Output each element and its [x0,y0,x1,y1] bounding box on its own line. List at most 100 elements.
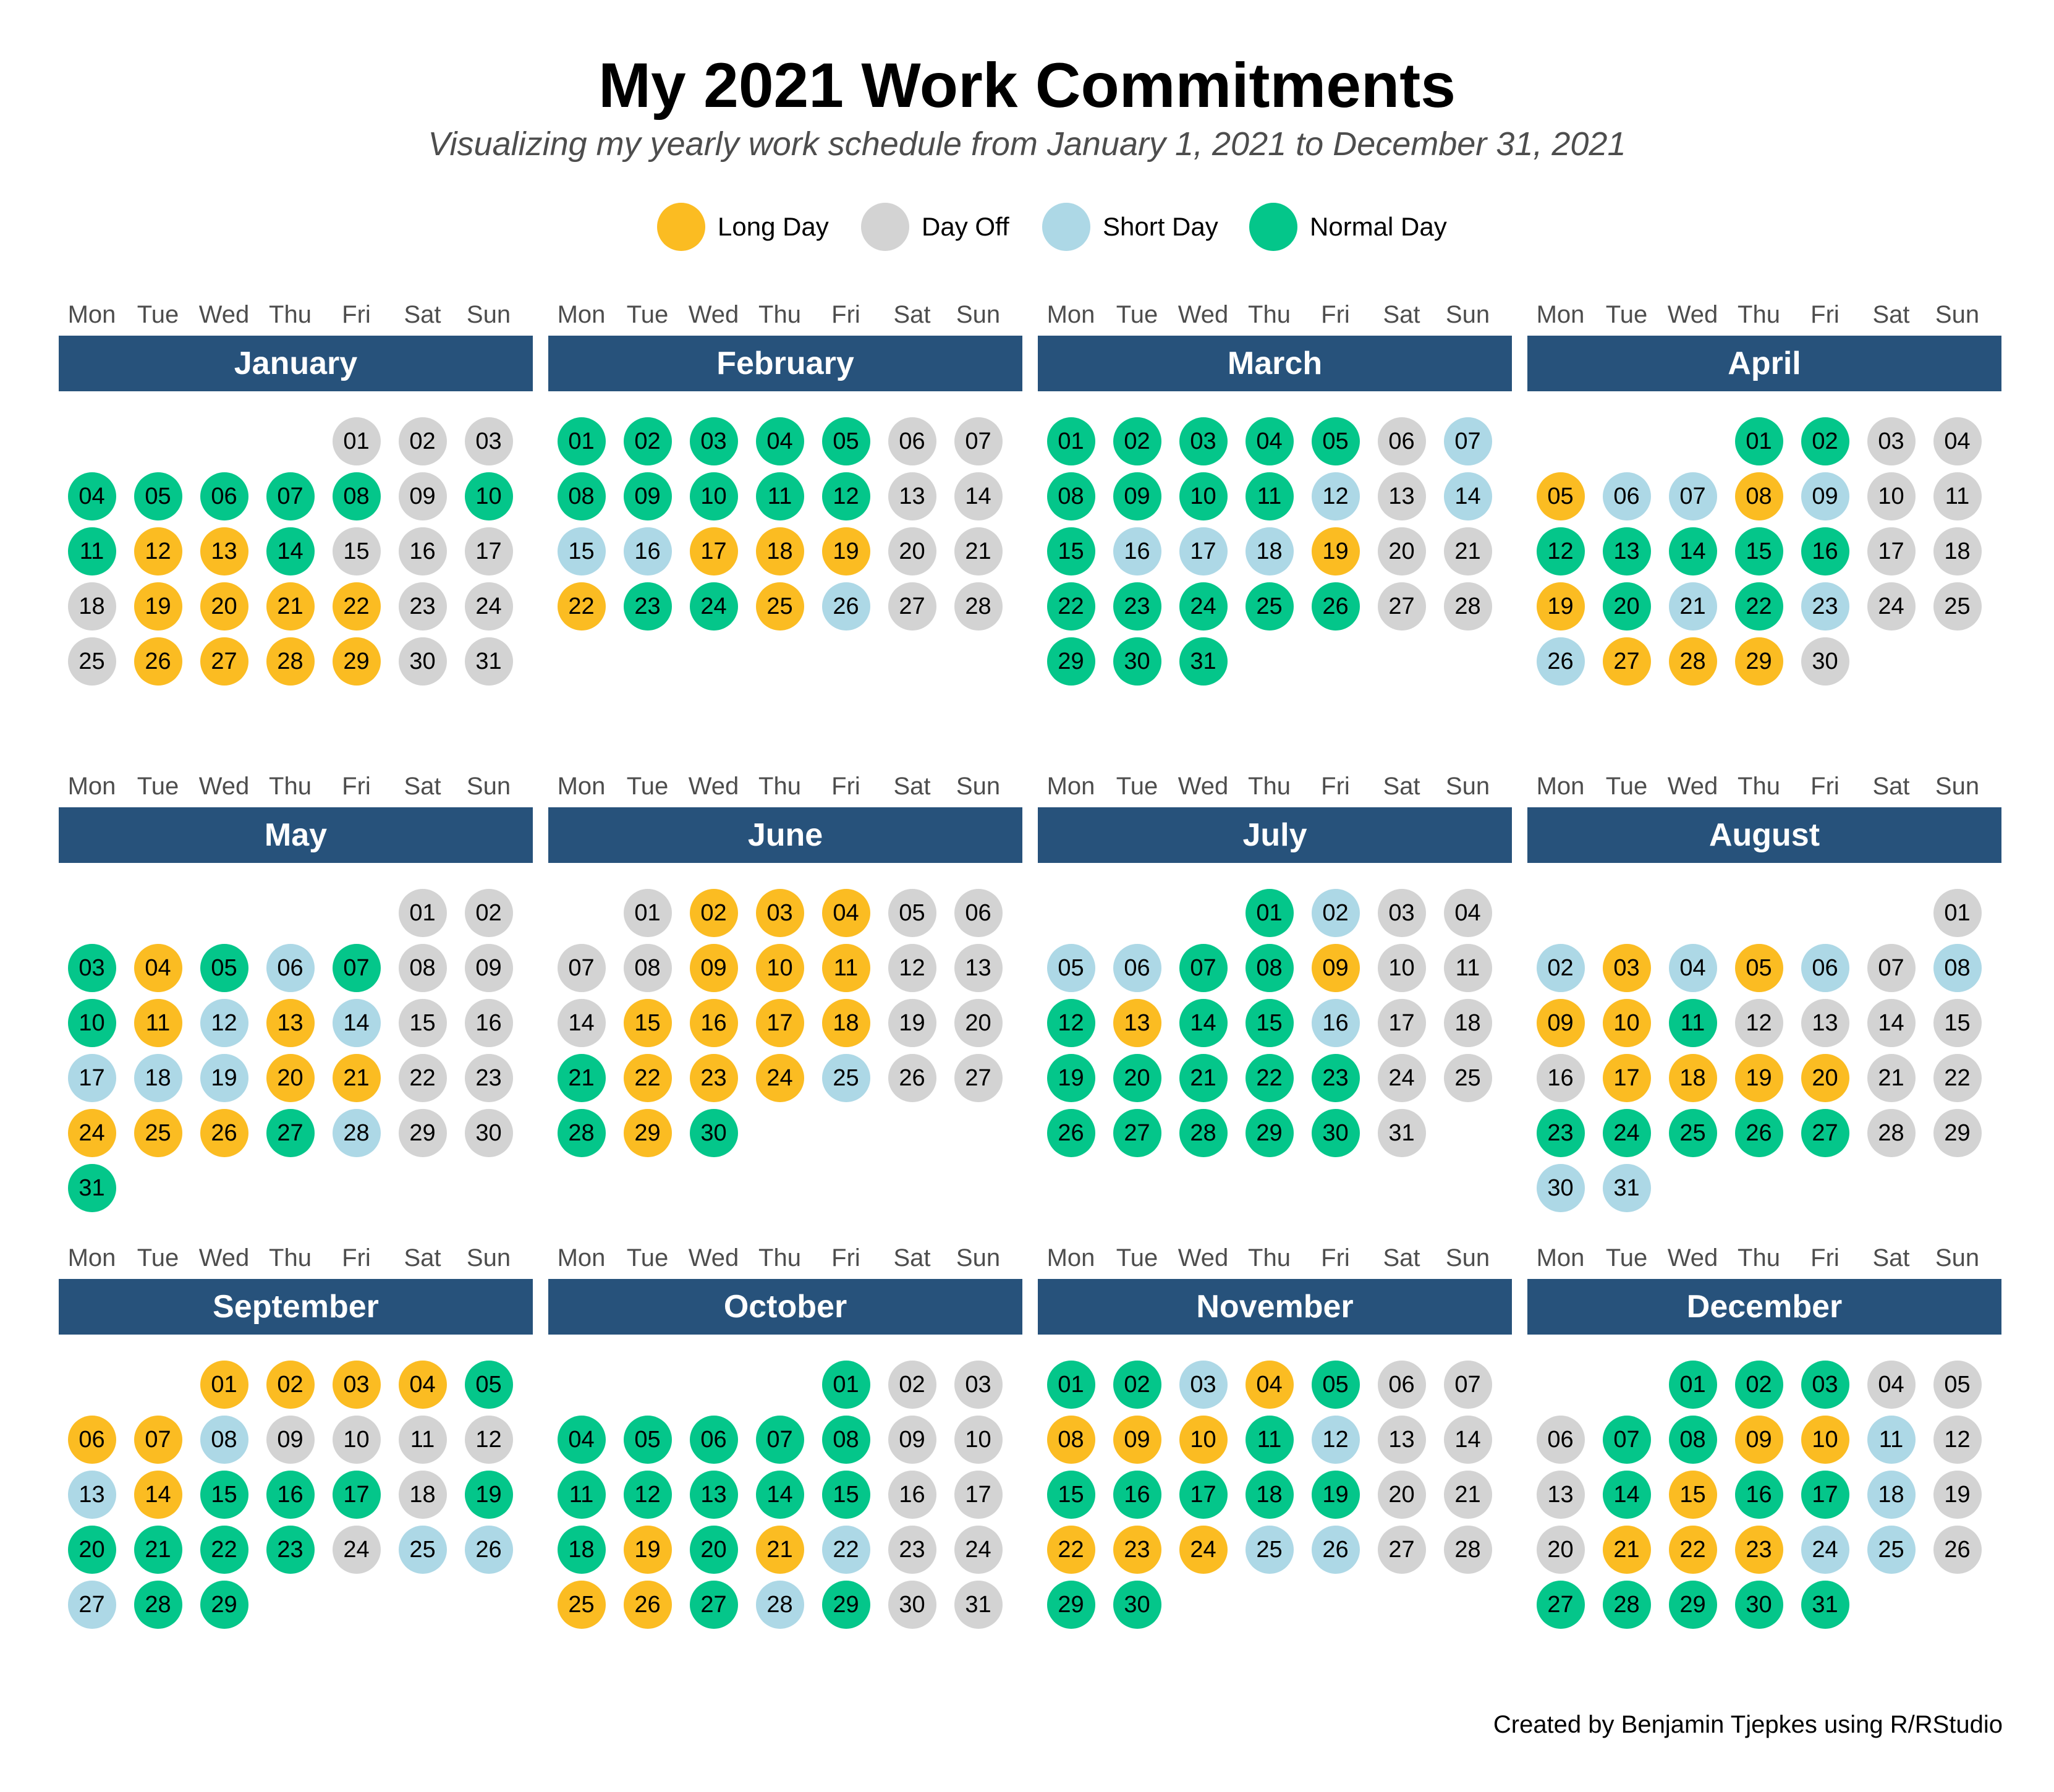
day-cell: 16 [464,999,513,1047]
day-cell: 20 [1113,1054,1161,1102]
day-cell: 30 [1311,1109,1360,1157]
day-cell: 06 [954,889,1003,937]
weekday-label: Wed [688,301,739,328]
weekday-label: Wed [1178,301,1229,328]
weekday-label: Fri [1321,301,1350,328]
day-cell: 08 [200,1416,248,1464]
day-cell: 28 [1443,1526,1492,1574]
day-cell: 07 [1179,944,1228,992]
day-cell: 05 [1933,1361,1982,1409]
weekday-label: Wed [1667,1244,1718,1272]
weekday-label: Fri [831,301,860,328]
day-cell: 15 [398,999,447,1047]
weekday-label: Tue [1605,773,1648,800]
weekday-label: Sun [1935,1244,1980,1272]
day-cell: 26 [1536,637,1585,686]
day-cell: 02 [1113,1361,1161,1409]
day-cell: 15 [1245,999,1294,1047]
month-name: July [1242,817,1307,853]
day-cell: 19 [1536,582,1585,631]
day-cell: 26 [1046,1109,1095,1157]
day-cell: 20 [67,1526,116,1574]
day-cell: 07 [557,944,606,992]
day-cell: 07 [755,1416,804,1464]
day-cell: 17 [689,527,738,575]
day-cell: 05 [888,889,936,937]
day-cell: 06 [67,1416,116,1464]
day-cell: 28 [1867,1109,1916,1157]
day-cell: 13 [1377,1416,1426,1464]
day-cell: 03 [1179,1361,1228,1409]
day-cell: 01 [332,417,381,465]
weekday-label: Sat [1383,773,1420,800]
day-cell: 01 [623,889,672,937]
day-cell: 28 [1602,1581,1651,1629]
day-cell: 09 [1311,944,1360,992]
day-cell: 28 [1668,637,1717,686]
day-cell: 24 [1179,1526,1228,1574]
day-cell: 03 [689,417,738,465]
day-cell: 04 [1933,417,1982,465]
day-cell: 17 [1377,999,1426,1047]
weekday-label: Thu [269,1244,312,1272]
day-cell: 14 [1443,1416,1492,1464]
day-cell: 20 [689,1526,738,1574]
chart-subtitle: Visualizing my yearly work schedule from… [428,125,1626,163]
day-cell: 03 [1377,889,1426,937]
weekday-label: Fri [1810,301,1840,328]
day-cell: 28 [557,1109,606,1157]
day-cell: 31 [1602,1164,1651,1212]
weekday-label: Sat [404,1244,441,1272]
day-cell: 19 [1311,527,1360,575]
weekday-label: Fri [1321,1244,1350,1272]
day-cell: 26 [134,637,182,686]
day-cell: 07 [1668,472,1717,520]
day-cell: 28 [332,1109,381,1157]
day-cell: 13 [954,944,1003,992]
day-cell: 08 [623,944,672,992]
day-cell: 09 [888,1416,936,1464]
day-cell: 15 [1734,527,1783,575]
weekday-label: Sat [1383,1244,1420,1272]
month-name: June [747,817,823,853]
day-cell: 21 [1179,1054,1228,1102]
weekday-label: Sun [1445,1244,1490,1272]
weekday-label: Fri [1810,1244,1840,1272]
day-cell: 24 [1867,582,1916,631]
day-cell: 21 [266,582,315,631]
day-cell: 22 [1734,582,1783,631]
day-cell: 14 [557,999,606,1047]
day-cell: 30 [1734,1581,1783,1629]
day-cell: 13 [1113,999,1161,1047]
day-cell: 27 [266,1109,315,1157]
day-cell: 12 [821,472,870,520]
day-cell: 18 [67,582,116,631]
day-cell: 01 [821,1361,870,1409]
weekday-label: Sun [956,773,1001,800]
weekday-label: Thu [1248,1244,1291,1272]
day-cell: 22 [1668,1526,1717,1574]
weekday-label: Sat [1872,773,1910,800]
day-cell: 17 [464,527,513,575]
day-cell: 07 [1443,1361,1492,1409]
month-calendar: Mon Tue Wed Thu Fri Sat Sun May 01 02 03 04 05 06 07 08… [59,771,533,1217]
day-cell: 06 [1377,1361,1426,1409]
day-cell: 17 [1179,527,1228,575]
weekday-label: Tue [1116,301,1158,328]
day-cell: 16 [1113,527,1161,575]
month-name: August [1708,817,1820,853]
weekday-label: Fri [831,773,860,800]
day-cell: 30 [888,1581,936,1629]
legend-label: Short Day [1103,212,1218,241]
day-cell: 09 [1113,472,1161,520]
day-cell: 03 [464,417,513,465]
day-cell: 24 [67,1109,116,1157]
day-cell: 24 [1377,1054,1426,1102]
day-cell: 26 [1311,582,1360,631]
day-cell: 26 [1734,1109,1783,1157]
month-calendar: Mon Tue Wed Thu Fri Sat Sun July 01 02 03 04 05 06 07 0… [1038,771,1512,1217]
weekday-label: Sun [1935,301,1980,328]
day-cell: 06 [1602,472,1651,520]
month-name: October [723,1289,847,1325]
weekday-label: Thu [1738,773,1780,800]
